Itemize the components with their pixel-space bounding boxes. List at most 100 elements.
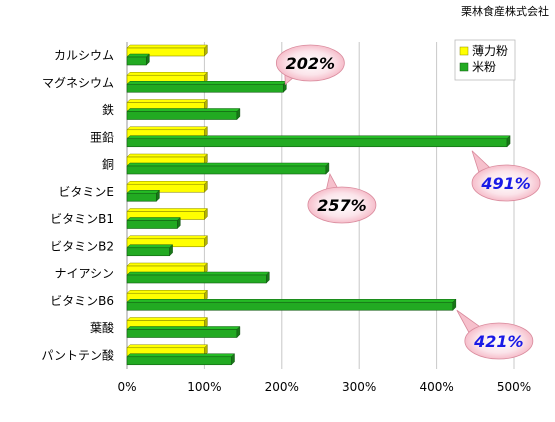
callout: 421% <box>456 309 534 360</box>
bar-top-face <box>126 353 236 357</box>
bar <box>126 192 157 202</box>
bar-side-face <box>204 126 208 139</box>
callouts: 202% 257% 491% 421% <box>275 44 541 360</box>
bar-side-face <box>204 180 208 193</box>
bar-top-face <box>126 108 241 112</box>
bar-side-face <box>169 244 173 257</box>
bar-top-face <box>126 235 209 239</box>
callout: 202% <box>275 44 345 86</box>
bar-top-face <box>126 244 174 248</box>
bar-top-face <box>126 99 209 103</box>
bar-top-face <box>126 44 209 49</box>
bar-side-face <box>506 135 511 148</box>
bar-side-face <box>231 353 235 366</box>
bar-top-face <box>126 262 209 267</box>
category-label: パントテン酸 <box>41 347 114 362</box>
x-tick-label: 400% <box>419 380 453 394</box>
x-tick-label: 100% <box>187 380 221 394</box>
bar-side-face <box>204 289 208 302</box>
legend-swatch <box>459 46 469 56</box>
bar <box>126 247 170 257</box>
bar-side-face <box>177 216 181 230</box>
bar <box>126 165 327 175</box>
bar-top-face <box>126 162 330 167</box>
bar-top-face <box>126 326 241 330</box>
x-tick-label: 200% <box>265 380 299 394</box>
category-label: ビタミンE <box>58 185 114 199</box>
legend-label: 薄力粉 <box>472 43 508 58</box>
bar <box>126 220 178 229</box>
callout: 257% <box>307 172 377 224</box>
callout-label: 257% <box>317 196 366 215</box>
callout-bubble <box>471 164 541 202</box>
bar-top-face <box>126 290 209 294</box>
bar <box>126 301 454 311</box>
bar-top-face <box>126 344 209 348</box>
callout-bubble <box>464 322 534 360</box>
bar-side-face <box>204 316 208 330</box>
category-label: ナイアシン <box>54 267 114 281</box>
bar-top-face <box>126 72 209 76</box>
bar-side-face <box>236 107 241 121</box>
callout-label: 202% <box>286 54 335 73</box>
category-label: ビタミンB2 <box>50 239 114 253</box>
bar-top-face <box>126 81 287 85</box>
category-label: 銅 <box>102 158 114 172</box>
bar-side-face <box>266 271 270 284</box>
bar-side-face <box>204 44 208 57</box>
bar-top-face <box>126 271 270 276</box>
bar-top-face <box>126 190 161 194</box>
category-label: ビタミンB1 <box>50 212 114 226</box>
category-label: 葉酸 <box>90 320 114 335</box>
bar <box>126 274 267 284</box>
bar-side-face <box>146 53 150 66</box>
bar-side-face <box>452 298 457 311</box>
x-tick-labels: 0% 100% 200% 300% 400% 500% <box>117 380 531 394</box>
company-name: 栗林食産株式会社 <box>461 5 549 18</box>
category-label: 亜鉛 <box>90 130 114 144</box>
legend-box <box>454 39 516 81</box>
bar <box>126 83 284 93</box>
bar-top-face <box>126 181 209 185</box>
callout-bubble <box>307 186 377 224</box>
bar-side-face <box>156 189 160 202</box>
bar <box>126 138 508 148</box>
bar <box>126 356 232 366</box>
bar-top-face <box>126 217 181 221</box>
bar-side-face <box>204 71 208 84</box>
bar-side-face <box>204 98 208 112</box>
bar <box>126 56 147 66</box>
bar-side-face <box>204 344 208 357</box>
callout: 491% <box>471 150 541 202</box>
bar-top-face <box>126 317 209 321</box>
category-label: カルシウム <box>54 49 114 63</box>
bar <box>126 329 238 338</box>
x-tick-label: 500% <box>497 380 531 394</box>
bar-side-face <box>204 235 208 248</box>
bar-top-face <box>126 135 511 139</box>
callout-label: 491% <box>480 174 530 193</box>
legend-label: 米粉 <box>472 60 496 74</box>
callout-bubble <box>275 44 345 82</box>
x-tick-label: 0% <box>117 380 136 394</box>
bars <box>126 44 511 366</box>
bar-top-face <box>126 208 209 212</box>
legend-swatch <box>459 62 469 72</box>
bar <box>126 111 238 120</box>
category-label: マグネシウム <box>42 76 114 90</box>
category-label: 鉄 <box>102 102 114 117</box>
bar-top-face <box>126 153 209 158</box>
bar-top-face <box>126 53 150 58</box>
bar-top-face <box>126 126 209 130</box>
bar-side-face <box>204 153 208 166</box>
x-tick-label: 300% <box>342 380 376 394</box>
bar-side-face <box>325 162 330 175</box>
category-label: ビタミンB6 <box>50 294 114 308</box>
bar-side-face <box>236 325 241 339</box>
callout-label: 421% <box>473 332 523 351</box>
bar-side-face <box>204 207 208 221</box>
bar-top-face <box>126 299 457 303</box>
